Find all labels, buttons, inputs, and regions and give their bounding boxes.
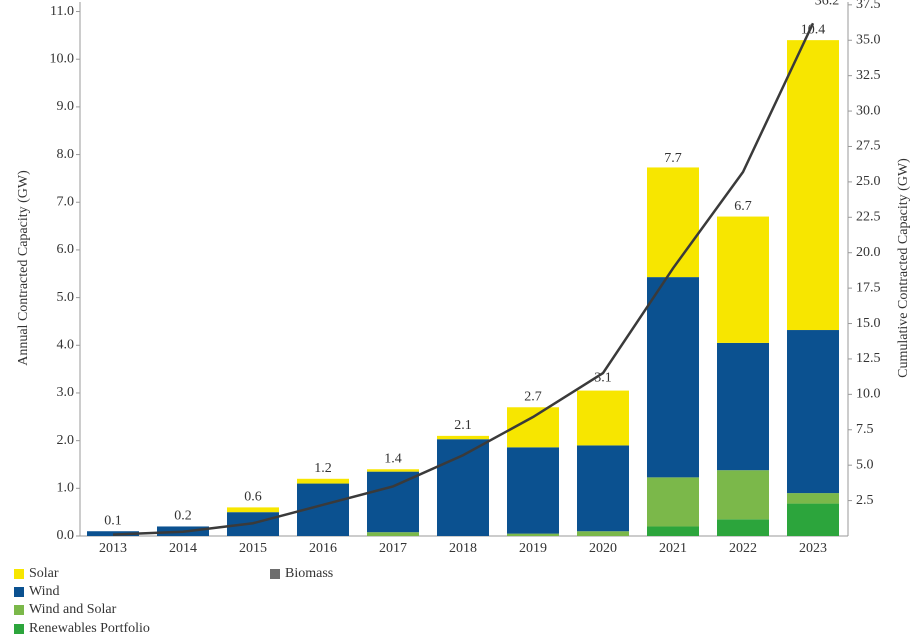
x-tick-label: 2015 — [239, 541, 267, 556]
y-tick-label: 3.0 — [57, 385, 75, 400]
bar-segment — [787, 503, 839, 536]
legend-label: Wind and Solar — [29, 602, 117, 617]
total-label: 2.7 — [524, 389, 542, 404]
legend-swatch — [14, 624, 24, 634]
y2-tick-label: 27.5 — [856, 139, 881, 154]
y-tick-label: 11.0 — [50, 4, 74, 19]
y2-tick-label: 12.5 — [856, 351, 881, 366]
bar-segment — [787, 40, 839, 331]
bar-segment — [507, 533, 559, 536]
y2-tick-label: 5.0 — [856, 457, 874, 472]
y-tick-label: 1.0 — [57, 481, 75, 496]
legend-label: Solar — [29, 566, 59, 581]
bar-segment — [577, 445, 629, 532]
total-label: 1.4 — [384, 451, 402, 466]
y-tick-label: 6.0 — [57, 242, 75, 257]
y-tick-label: 2.0 — [57, 433, 75, 448]
bar-segment — [367, 532, 419, 536]
y2-tick-label: 17.5 — [856, 280, 881, 295]
total-label: 7.7 — [664, 151, 682, 166]
cumulative-line — [112, 22, 815, 536]
y-tick-label: 0.0 — [57, 528, 75, 543]
total-label: 0.1 — [104, 513, 122, 528]
bar-segment — [787, 493, 839, 504]
legend-label: Biomass — [285, 566, 333, 581]
x-tick-label: 2019 — [519, 541, 547, 556]
bar-segment — [437, 439, 489, 536]
total-label: 0.6 — [244, 490, 262, 505]
y2-tick-label: 15.0 — [856, 316, 881, 331]
bar-segment — [647, 477, 699, 527]
bar-segment — [367, 471, 419, 533]
bar-segment — [647, 526, 699, 536]
x-tick-label: 2018 — [449, 541, 477, 556]
legend-swatch — [14, 587, 24, 597]
total-label: 1.2 — [314, 461, 332, 476]
y-tick-label: 7.0 — [57, 194, 75, 209]
y2-tick-label: 7.5 — [856, 422, 874, 437]
y2-tick-label: 35.0 — [856, 32, 881, 47]
y2-tick-label: 30.0 — [856, 103, 881, 118]
x-tick-label: 2017 — [379, 541, 407, 556]
bar-segment — [297, 478, 349, 484]
y2-tick-label: 20.0 — [856, 245, 881, 260]
x-tick-label: 2014 — [169, 541, 197, 556]
x-tick-label: 2020 — [589, 541, 617, 556]
total-label: 3.1 — [594, 370, 612, 385]
bar-segment — [717, 470, 769, 520]
bar-segment — [717, 519, 769, 536]
legend-swatch — [14, 569, 24, 579]
y2-tick-label: 32.5 — [856, 68, 881, 83]
y2-tick-label: 2.5 — [856, 493, 874, 508]
legend-label: Wind — [29, 584, 60, 599]
bar-segment — [717, 216, 769, 343]
x-tick-label: 2016 — [309, 541, 337, 556]
y2-tick-label: 22.5 — [856, 210, 881, 225]
y2-axis-title: Cumulative Contracted Capacity (GW) — [896, 158, 911, 378]
y2-tick-label: 10.0 — [856, 387, 881, 402]
bar-segment — [717, 342, 769, 471]
bar-segment — [437, 435, 489, 440]
legend-label: Renewables Portfolio — [29, 621, 150, 636]
y-tick-label: 8.0 — [57, 147, 75, 162]
bar-segment — [227, 507, 279, 513]
bar-segment — [577, 390, 629, 446]
bar-segment — [367, 469, 419, 472]
legend-swatch — [14, 605, 24, 615]
x-tick-label: 2022 — [729, 541, 757, 556]
total-label: 2.1 — [454, 418, 472, 433]
bar-segment — [647, 167, 699, 278]
bar-segment — [647, 277, 699, 478]
legend-swatch — [270, 569, 280, 579]
bar-segment — [577, 531, 629, 536]
y2-tick-label: 25.0 — [856, 174, 881, 189]
x-tick-label: 2013 — [99, 541, 127, 556]
total-label: 0.2 — [174, 509, 192, 524]
y-tick-label: 10.0 — [50, 51, 75, 66]
y-axis-title: Annual Contracted Capacity (GW) — [16, 170, 31, 366]
y2-tick-label: 37.5 — [856, 0, 881, 12]
y-tick-label: 5.0 — [57, 290, 75, 305]
x-tick-label: 2021 — [659, 541, 687, 556]
line-value-label: 36.2 — [815, 0, 840, 8]
y-tick-label: 4.0 — [57, 338, 75, 353]
x-tick-label: 2023 — [799, 541, 827, 556]
bar-segment — [787, 330, 839, 494]
bar-segment — [507, 447, 559, 534]
y-tick-label: 9.0 — [57, 99, 75, 114]
total-label: 6.7 — [734, 199, 752, 214]
